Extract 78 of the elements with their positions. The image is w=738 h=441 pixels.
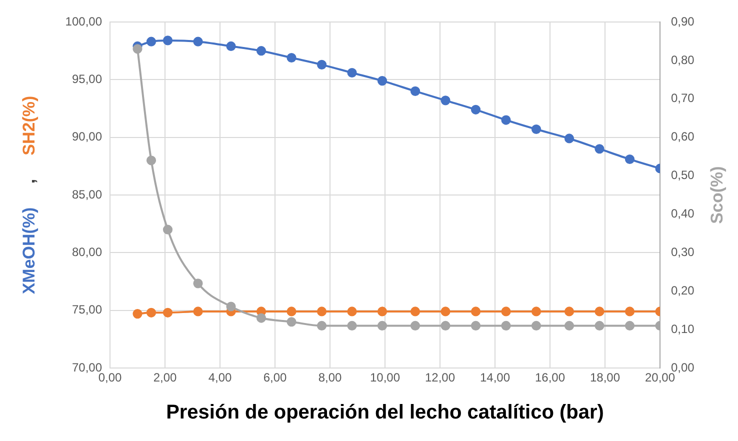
x-tick-label: 2,00 (153, 370, 177, 385)
point (531, 320, 542, 331)
x-tick-label: 12,00 (424, 370, 456, 385)
point (564, 320, 574, 331)
point (470, 104, 481, 114)
point (440, 96, 450, 106)
y2-tick-label: 0,30 (671, 244, 695, 259)
x-tick-label: 6,00 (263, 370, 287, 385)
point (316, 306, 327, 316)
y-tick-label: 75,00 (72, 302, 102, 317)
point (470, 306, 481, 316)
x-tick-label: 4,00 (208, 370, 232, 385)
y2-tick-label: 0,90 (671, 14, 695, 28)
x-tick-label: 16,00 (534, 370, 566, 385)
point (193, 306, 203, 316)
y2-tick-label: 0,80 (671, 52, 695, 67)
point (440, 320, 450, 331)
point (286, 317, 296, 327)
x-tick-label: 14,00 (480, 370, 510, 385)
point (162, 224, 173, 234)
point (193, 36, 203, 46)
point (624, 320, 635, 331)
point (132, 44, 142, 54)
point (286, 52, 296, 63)
point (132, 308, 142, 319)
point (501, 115, 511, 125)
y2-tick-label: 0,40 (671, 206, 695, 221)
point (193, 278, 203, 288)
point (377, 320, 388, 331)
point (470, 320, 481, 331)
point (531, 306, 542, 316)
point (531, 124, 542, 134)
point (594, 144, 604, 154)
point (564, 134, 574, 144)
y-tick-label: 100,00 (65, 14, 102, 28)
point (146, 156, 156, 166)
point (594, 320, 604, 331)
point (501, 320, 511, 331)
x-tick-label: 8,00 (318, 370, 342, 385)
point (162, 308, 173, 318)
y2-axis-title: Sco(%) (708, 166, 727, 224)
y-tick-label: 95,00 (72, 72, 102, 86)
point (377, 76, 388, 86)
point (410, 86, 420, 96)
point (316, 320, 327, 331)
point (316, 60, 327, 70)
y2-tick-label: 0,70 (671, 91, 695, 106)
point (564, 306, 574, 316)
point (256, 313, 266, 323)
point (624, 154, 635, 164)
point (410, 320, 420, 331)
point (162, 36, 173, 46)
point (501, 306, 511, 316)
point (440, 306, 450, 316)
point (377, 306, 388, 316)
point (256, 46, 266, 56)
text: XMeOH(%) , SH2(%) (20, 96, 39, 294)
x-tick-label: 18,00 (590, 370, 620, 385)
x-tick-label: 10,00 (370, 370, 400, 385)
y-tick-label: 80,00 (72, 244, 102, 259)
x-axis-title: Presión de operación del lecho catalítico (bar) (166, 402, 604, 424)
point (347, 320, 357, 331)
point (226, 302, 236, 312)
point (410, 306, 420, 316)
y-tick-label: 85,00 (72, 187, 102, 202)
point (347, 68, 357, 78)
point (226, 41, 236, 52)
point (347, 306, 357, 316)
y-tick-label: 90,00 (72, 130, 102, 144)
point (146, 308, 156, 318)
point (624, 306, 635, 316)
point (286, 306, 296, 316)
y2-tick-label: 0,10 (671, 322, 695, 336)
y2-tick-label: 0,50 (671, 168, 695, 182)
y2-tick-label: 0,20 (671, 283, 695, 298)
point (594, 306, 604, 316)
y2-tick-label: 0,60 (671, 130, 695, 144)
point (146, 36, 156, 46)
